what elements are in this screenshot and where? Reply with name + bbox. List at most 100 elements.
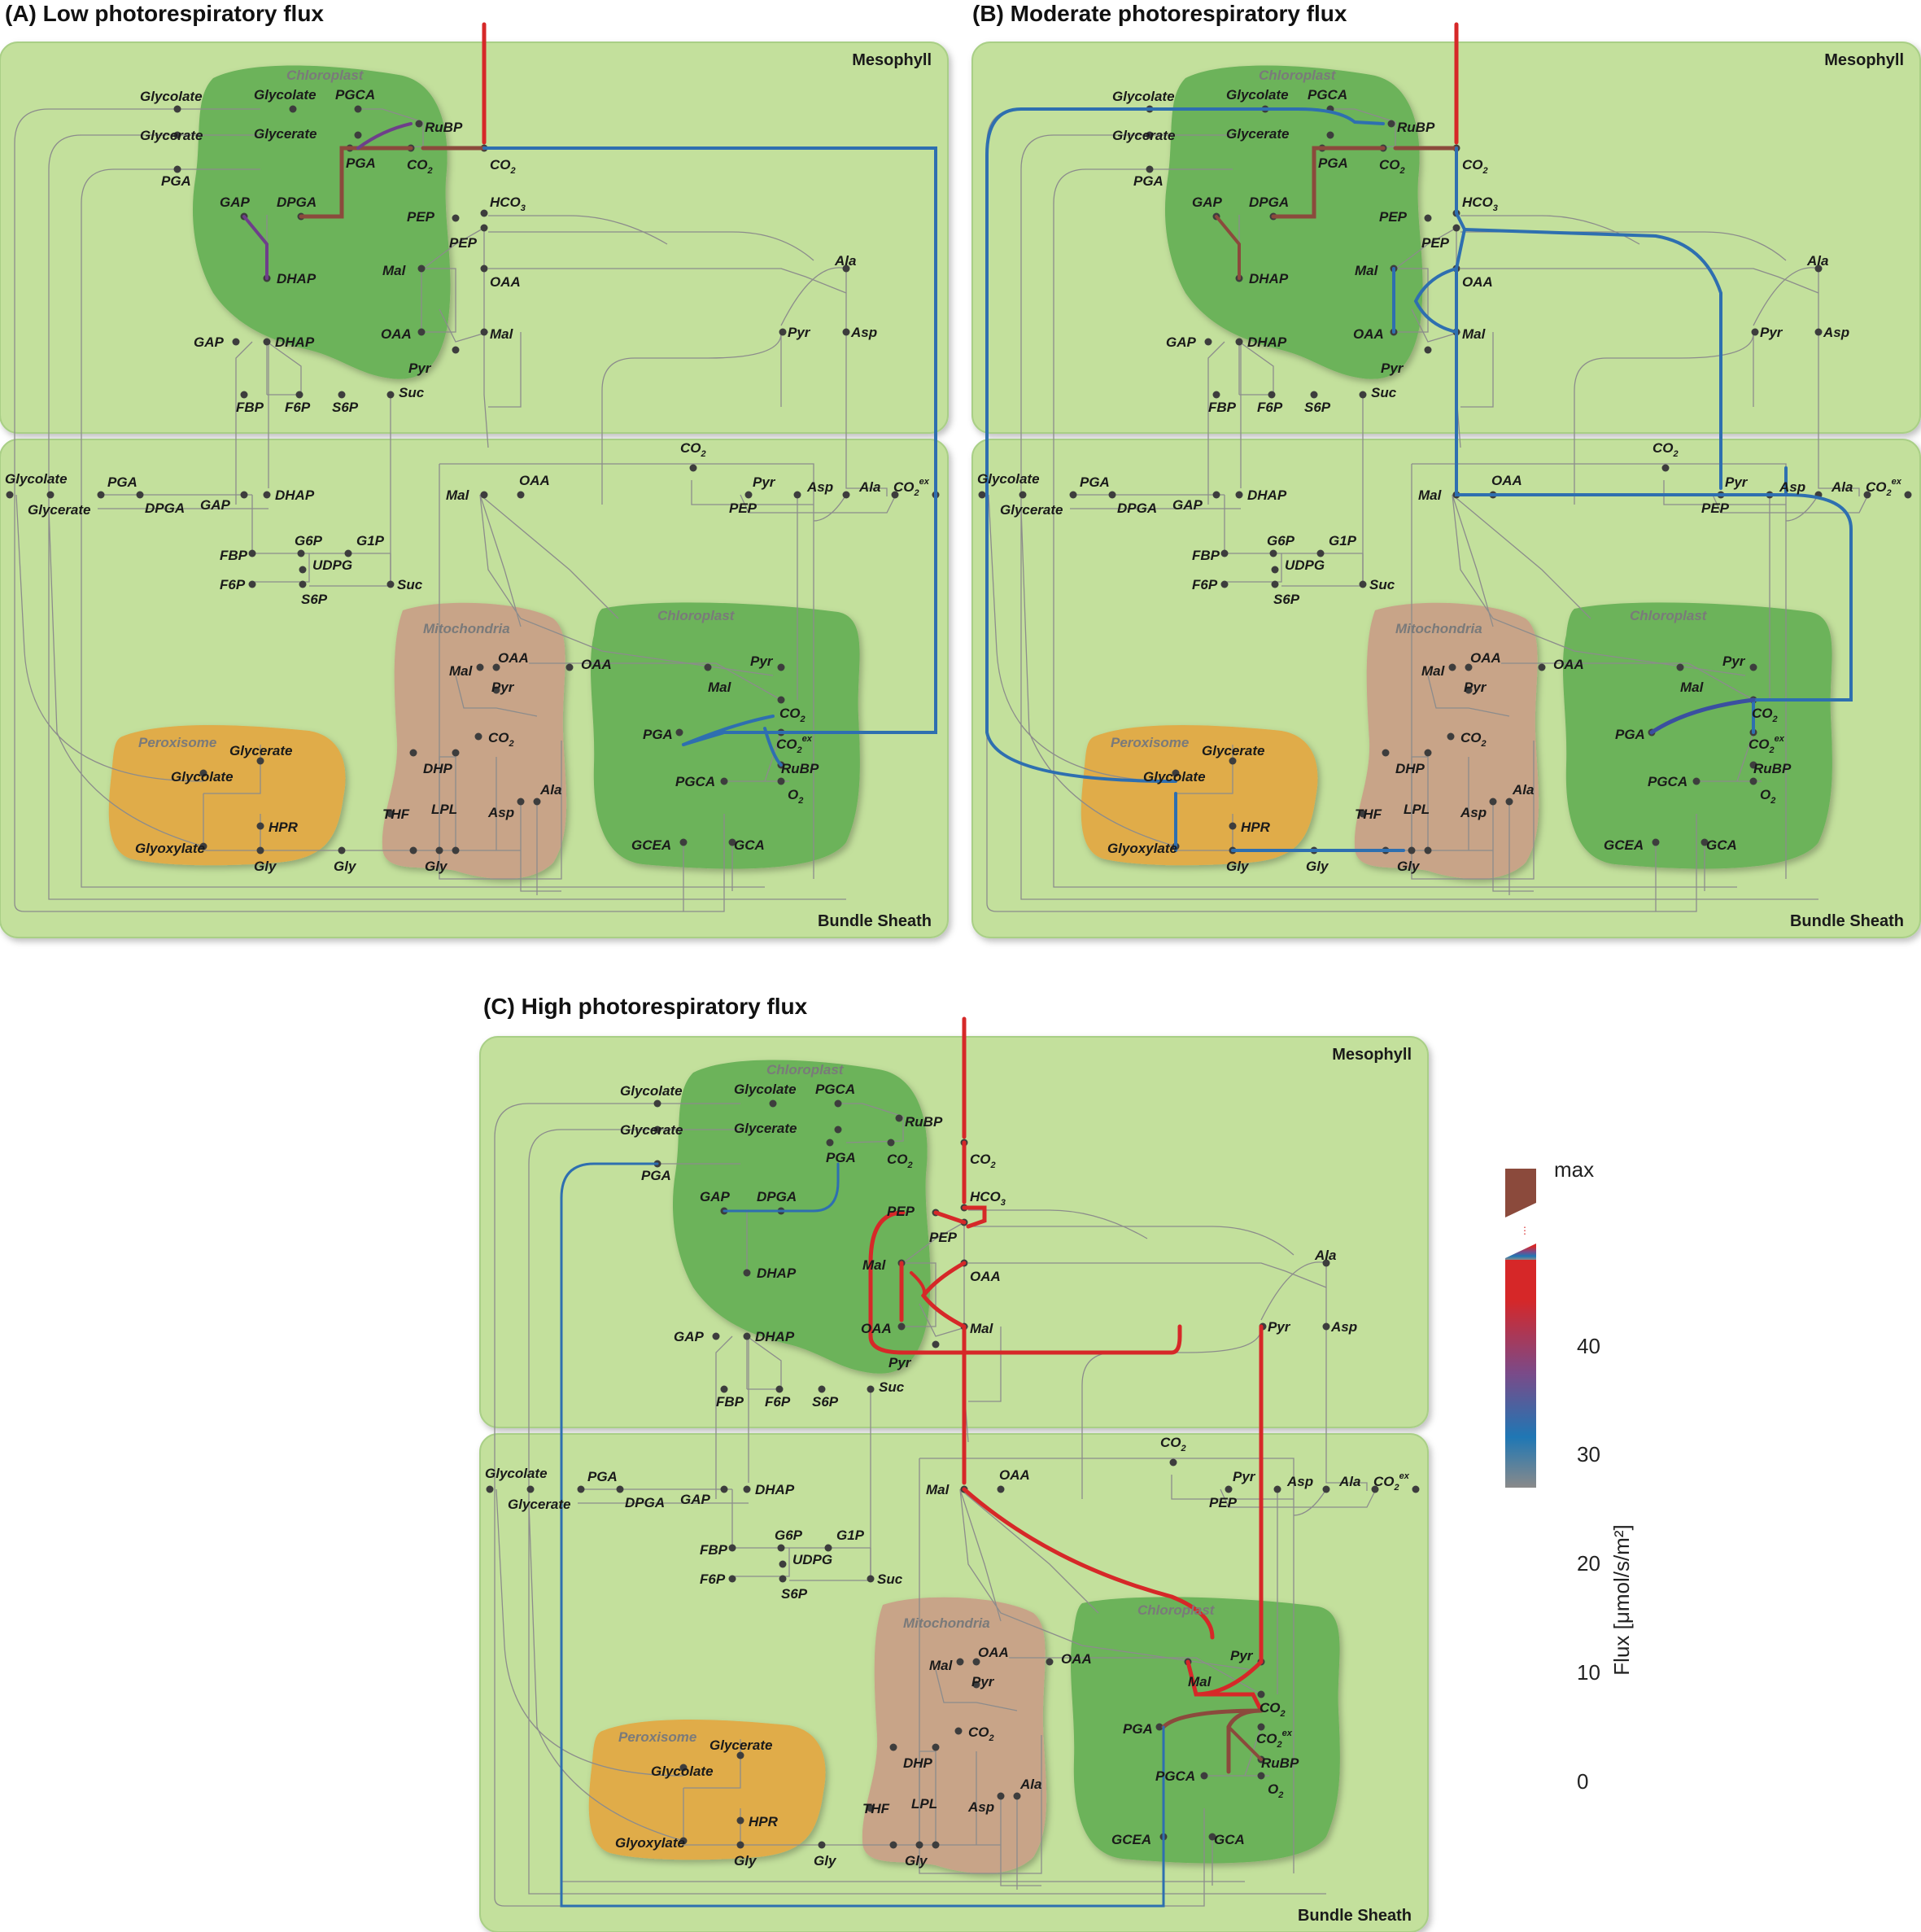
colorbar-max-label: max: [1554, 1157, 1594, 1182]
metabolite-co2-label: CO2: [488, 730, 514, 749]
metabolite-mal-label: Mal: [708, 680, 732, 695]
metabolite-mal-label: Mal: [1355, 263, 1379, 278]
compartment-chloroplast-label: Chloroplast: [766, 1062, 845, 1077]
metabolite-glycerate-label: Glycerate: [28, 502, 91, 518]
metabolite-mal-label: Mal: [382, 263, 407, 278]
cell-bundle-sheath-label: Bundle Sheath: [1790, 912, 1904, 930]
metabolite-oaa-label: OAA: [1462, 274, 1493, 290]
metabolite-pgca-label: PGCA: [1155, 1768, 1195, 1784]
metabolite-gap-label: GAP: [1172, 497, 1203, 513]
metabolite-asp-label: Asp: [850, 325, 877, 340]
metabolite-pga-label: PGA: [1318, 155, 1348, 171]
panel-title: (C) High photorespiratory flux: [483, 994, 808, 1019]
metabolite-suc-label: Suc: [399, 385, 425, 400]
metabolite-gap-label: GAP: [680, 1492, 711, 1507]
metabolite-lpl-label: LPL: [911, 1796, 937, 1812]
metabolite-mal-label: Mal: [1421, 663, 1446, 679]
metabolite-co2-label: CO2: [407, 157, 433, 176]
metabolite-pyr-label: Pyr: [788, 325, 811, 340]
metabolite-oaa-label: OAA: [1553, 657, 1584, 672]
metabolite-s6p-label: S6P: [1273, 592, 1300, 607]
metabolite-glycolate-label: Glycolate: [140, 89, 203, 104]
metabolite-rubp-label: RuBP: [781, 761, 819, 776]
metabolite-gly-label: Gly: [1397, 859, 1421, 874]
metabolite-pep-label: PEP: [1701, 500, 1730, 516]
metabolite-pyr-label: Pyr: [888, 1355, 912, 1370]
flux-colorbar: ⋮ max 40 30 20 10 0 Flux [μmol/s/m²]: [1505, 1157, 1634, 1794]
compartment-chloroplast-label: Chloroplast: [1630, 608, 1708, 623]
metabolite-thf-label: THF: [862, 1801, 890, 1816]
metabolite-dhp-label: DHP: [423, 761, 453, 776]
metabolite-asp-label: Asp: [1286, 1474, 1313, 1489]
compartment-chloroplast-label: Chloroplast: [286, 68, 365, 83]
colorbar-tick-40: 40: [1577, 1334, 1600, 1358]
metabolite-co2-label: CO2: [1379, 157, 1405, 176]
compartment-mitochondria-label: Mitochondria: [1395, 621, 1482, 636]
metabolite-rubp-label: RuBP: [905, 1114, 943, 1130]
metabolite-glycolate-label: Glycolate: [1112, 89, 1175, 104]
metabolite-pep-label: PEP: [407, 209, 435, 225]
metabolite-mal-label: Mal: [1188, 1674, 1212, 1689]
metabolite-co2-label: CO2: [490, 157, 516, 176]
metabolite-gly-label: Gly: [905, 1853, 928, 1869]
colorbar-tick-30: 30: [1577, 1442, 1600, 1466]
metabolite-pgca-label: PGCA: [1648, 774, 1687, 789]
metabolite-pgca-label: PGCA: [1308, 87, 1347, 103]
metabolite-gly-label: Gly: [1306, 859, 1329, 874]
metabolite-oaa-label: OAA: [519, 473, 550, 488]
metabolite-dpga-label: DPGA: [145, 500, 185, 516]
metabolite-dhap-label: DHAP: [275, 334, 315, 350]
metabolite-dhap-label: DHAP: [1249, 271, 1289, 286]
metabolite-s6p-label: S6P: [781, 1586, 808, 1602]
metabolite-glycerate-label: Glycerate: [140, 128, 203, 143]
metabolite-dhap-label: DHAP: [1247, 487, 1287, 503]
metabolite-mal-label: Mal: [970, 1321, 994, 1336]
panel-b: (B) Moderate photorespiratory flux: [972, 1, 1920, 938]
metabolite-gcea-label: GCEA: [1604, 837, 1644, 853]
metabolite-pyr-label: Pyr: [1233, 1469, 1256, 1484]
metabolite-ala-label: Ala: [834, 253, 856, 269]
metabolite-gca-label: GCA: [1706, 837, 1737, 853]
compartment-mitochondria-label: Mitochondria: [423, 621, 510, 636]
metabolite-gap-label: GAP: [700, 1189, 731, 1204]
metabolite-pgca-label: PGCA: [335, 87, 375, 103]
metabolite-mal-label: Mal: [446, 487, 470, 503]
metabolite-g6p-label: G6P: [775, 1528, 803, 1543]
metabolite-asp-label: Asp: [1460, 805, 1487, 820]
metabolite-thf-label: THF: [1355, 806, 1382, 822]
metabolite-dhap-label: DHAP: [1247, 334, 1287, 350]
colorbar-title: Flux [μmol/s/m²]: [1609, 1524, 1634, 1675]
compartment-chloroplast-label: Chloroplast: [1259, 68, 1337, 83]
metabolite-mal-label: Mal: [449, 663, 474, 679]
colorbar-tick-0: 0: [1577, 1769, 1588, 1794]
cell-mesophyll-label: Mesophyll: [852, 51, 932, 69]
metabolite-pga-label: PGA: [346, 155, 376, 171]
metabolite-ala-label: Ala: [1314, 1248, 1336, 1263]
metabolite-glycolate-label: Glycolate: [1143, 769, 1206, 785]
metabolite-glycolate-label: Glycolate: [171, 769, 234, 785]
metabolite-pyr-label: Pyr: [1268, 1319, 1291, 1335]
metabolite-gcea-label: GCEA: [1111, 1832, 1151, 1847]
metabolite-mal-label: Mal: [490, 326, 514, 342]
metabolite-glycerate-label: Glycerate: [508, 1497, 571, 1512]
metabolite-suc-label: Suc: [1371, 385, 1397, 400]
metabolite-glyoxylate-label: Glyoxylate: [615, 1835, 685, 1851]
metabolite-dhap-label: DHAP: [755, 1482, 795, 1497]
metabolite-ala-label: Ala: [1338, 1474, 1360, 1489]
metabolite-hpr-label: HPR: [269, 820, 299, 835]
metabolite-gcea-label: GCEA: [631, 837, 671, 853]
metabolite-dpga-label: DPGA: [625, 1495, 665, 1510]
metabolite-pga-label: PGA: [1123, 1721, 1153, 1737]
metabolite-hco3-label: HCO3: [1462, 195, 1498, 213]
metabolite-glycolate-label: Glycolate: [734, 1082, 797, 1097]
metabolite-gly-label: Gly: [814, 1853, 837, 1869]
metabolite-asp-label: Asp: [967, 1799, 994, 1815]
compartment-peroxisome-label: Peroxisome: [138, 735, 216, 750]
metabolite-pyr-label: Pyr: [1230, 1648, 1254, 1663]
metabolite-hpr-label: HPR: [1241, 820, 1271, 835]
metabolite-udpg-label: UDPG: [1285, 557, 1325, 573]
metabolite-co2-label: CO2: [887, 1152, 913, 1170]
metabolite-f6p-label: F6P: [1192, 577, 1218, 592]
metabolite-co2-label: CO2: [779, 706, 806, 724]
metabolite-gap-label: GAP: [1166, 334, 1197, 350]
